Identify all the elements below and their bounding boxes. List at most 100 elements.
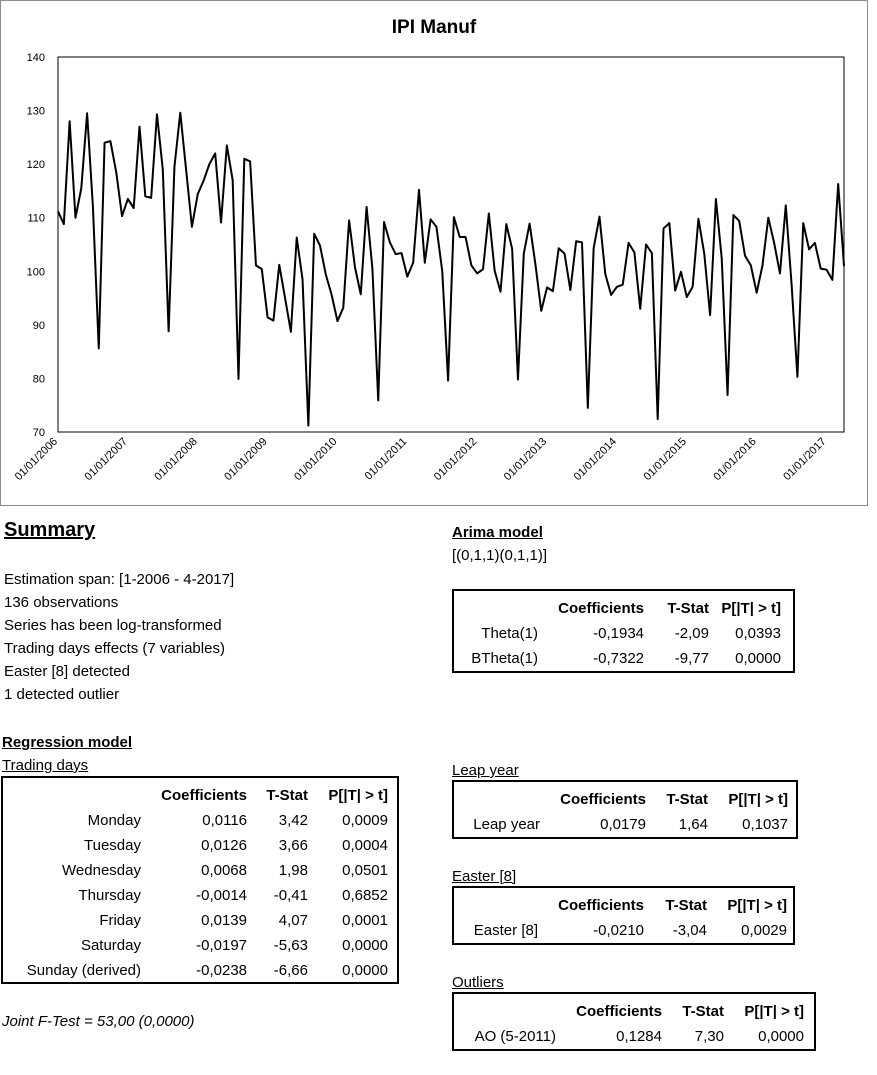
column-header: P[|T| > t] xyxy=(728,791,788,808)
column-header-blank xyxy=(3,783,141,808)
column-header: T-Stat xyxy=(682,1003,724,1020)
column-header: T-Stat xyxy=(667,600,709,617)
coefficient-cell: 0,0068 xyxy=(201,862,247,879)
column-header: Coefficients xyxy=(161,787,247,804)
t-stat-cell: -6,66 xyxy=(273,962,308,979)
column-header-blank xyxy=(454,596,538,621)
coefficient-cell: 0,0116 xyxy=(202,812,247,829)
table-row: Sunday (derived) -0,0238 -6,66 0,0000 xyxy=(3,958,388,983)
table-row: Thursday -0,0014 -0,41 0,6852 xyxy=(3,883,388,908)
p-value-cell: 0,0000 xyxy=(758,1028,804,1045)
summary-line: Series has been log-transformed xyxy=(4,617,222,634)
leap-year-table: Coefficients T-Stat P[|T| > t] Leap year 0,0… xyxy=(452,780,798,839)
column-header: Coefficients xyxy=(560,791,646,808)
row-label: Friday xyxy=(99,912,141,929)
summary-line: Easter [8] detected xyxy=(4,663,130,680)
summary-line: 136 observations xyxy=(4,594,119,611)
row-label: Tuesday xyxy=(84,837,141,854)
t-stat-cell: 7,30 xyxy=(694,1028,724,1045)
coefficient-cell: -0,0197 xyxy=(196,937,247,954)
t-stat-cell: -0,41 xyxy=(273,887,308,904)
summary-line: Estimation span: [1-2006 - 4-2017] xyxy=(4,571,235,588)
table-row: BTheta(1) -0,7322 -9,77 0,0000 xyxy=(454,646,781,671)
coefficient-cell: -0,0238 xyxy=(196,962,247,979)
x-tick-label: 01/01/2013 xyxy=(502,436,549,483)
p-value-cell: 0,0004 xyxy=(342,837,388,854)
y-tick-label: 70 xyxy=(33,427,45,439)
p-value-cell: 0,0029 xyxy=(741,922,787,939)
plot-area xyxy=(57,56,845,433)
column-header-blank xyxy=(454,893,538,918)
x-tick-label: 01/01/2014 xyxy=(572,436,619,483)
column-header: Coefficients xyxy=(576,1003,662,1020)
x-tick-label: 01/01/2010 xyxy=(292,436,339,483)
summary-title: Summary xyxy=(4,519,96,541)
trading-days-title: Trading days xyxy=(2,757,89,774)
y-axis: 70 80 90 100 110 120 130 140 xyxy=(27,52,45,439)
easter-title: Easter [8] xyxy=(452,868,517,885)
column-header: P[|T| > t] xyxy=(744,1003,804,1020)
t-stat-cell: 4,07 xyxy=(278,912,308,929)
summary-line: Trading days effects (7 variables) xyxy=(4,640,225,657)
leap-year-header-row: Coefficients T-Stat P[|T| > t] xyxy=(454,787,788,812)
p-value-cell: 0,0501 xyxy=(342,862,388,879)
row-label: Saturday xyxy=(80,937,141,954)
row-label: AO (5-2011) xyxy=(474,1028,556,1045)
trading-days-header-row: Coefficients T-Stat P[|T| > t] xyxy=(3,783,388,808)
coefficient-cell: -0,7322 xyxy=(593,650,644,667)
p-value-cell: 0,0009 xyxy=(342,812,388,829)
arima-header-row: Coefficients T-Stat P[|T| > t] xyxy=(454,596,781,621)
column-header-blank xyxy=(454,999,556,1024)
table-row: Tuesday 0,0126 3,66 0,0004 xyxy=(3,833,388,858)
regression-title: Regression model xyxy=(2,734,133,751)
t-stat-cell: -5,63 xyxy=(273,937,308,954)
summary-line: 1 detected outlier xyxy=(4,686,120,703)
row-label: Leap year xyxy=(473,816,540,833)
p-value-cell: 0,0000 xyxy=(735,650,781,667)
coefficient-cell: -0,0014 xyxy=(196,887,247,904)
t-stat-cell: -3,04 xyxy=(672,922,707,939)
table-row: Monday 0,0116 3,42 0,0009 xyxy=(3,808,388,833)
t-stat-cell: 3,42 xyxy=(278,812,308,829)
x-tick-label: 01/01/2008 xyxy=(152,436,199,483)
column-header: T-Stat xyxy=(666,791,708,808)
row-label: Monday xyxy=(87,812,141,829)
y-tick-label: 120 xyxy=(27,159,45,171)
column-header: Coefficients xyxy=(558,897,644,914)
table-row: Easter [8] -0,0210 -3,04 0,0029 xyxy=(454,918,787,943)
series-group xyxy=(57,111,845,427)
y-tick-label: 100 xyxy=(27,266,45,278)
y-tick-label: 110 xyxy=(27,213,45,225)
row-label: Easter [8] xyxy=(473,922,538,939)
coefficient-cell: -0,0210 xyxy=(593,922,644,939)
chart-title: IPI Manuf xyxy=(392,17,477,38)
chart-frame xyxy=(0,0,868,506)
coefficient-cell: -0,1934 xyxy=(593,625,644,642)
column-header-blank xyxy=(454,787,540,812)
row-label: BTheta(1) xyxy=(471,650,538,667)
p-value-cell: 0,1037 xyxy=(742,816,788,833)
x-tick-label: 01/01/2009 xyxy=(222,436,269,483)
x-tick-label: 01/01/2012 xyxy=(432,436,479,483)
y-tick-label: 80 xyxy=(33,373,45,385)
table-row: Wednesday 0,0068 1,98 0,0501 xyxy=(3,858,388,883)
p-value-cell: 0,0001 xyxy=(342,912,388,929)
coefficient-cell: 0,1284 xyxy=(616,1028,662,1045)
coefficient-cell: 0,0139 xyxy=(201,912,247,929)
x-tick-label: 01/01/2017 xyxy=(781,436,828,483)
column-header: P[|T| > t] xyxy=(328,787,388,804)
column-header: P[|T| > t] xyxy=(727,897,787,914)
t-stat-cell: -9,77 xyxy=(674,650,709,667)
t-stat-cell: -2,09 xyxy=(674,625,709,642)
p-value-cell: 0,6852 xyxy=(342,887,388,904)
x-tick-label: 01/01/2011 xyxy=(363,436,410,483)
easter-table: Coefficients T-Stat P[|T| > t] Easter [8] -0… xyxy=(452,886,795,945)
t-stat-cell: 3,66 xyxy=(278,837,308,854)
outliers-table: Coefficients T-Stat P[|T| > t] AO (5-2011) 0… xyxy=(452,992,816,1051)
table-row: Saturday -0,0197 -5,63 0,0000 xyxy=(3,933,388,958)
t-stat-cell: 1,64 xyxy=(678,816,708,833)
row-label: Wednesday xyxy=(62,862,141,879)
y-tick-label: 130 xyxy=(27,106,45,118)
y-tick-label: 140 xyxy=(27,52,45,64)
table-row: Leap year 0,0179 1,64 0,1037 xyxy=(454,812,788,837)
